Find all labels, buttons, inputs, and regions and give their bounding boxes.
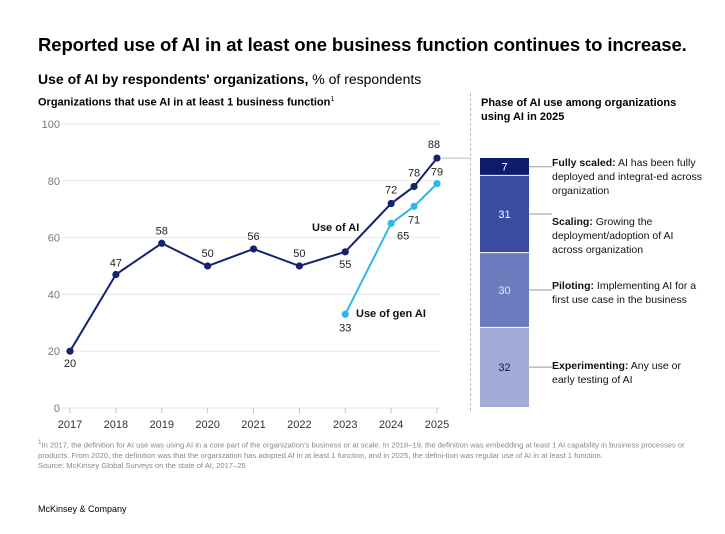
x-tick-label: 2018 — [104, 419, 128, 430]
x-axis: 2017 2018 2019 2020 2021 2022 2023 2024 2025 — [58, 408, 449, 430]
bar-chart-header: Phase of AI use among organizations usin… — [481, 97, 677, 123]
data-point-gen-ai — [410, 202, 418, 210]
data-label: 78 — [408, 167, 420, 179]
phase-desc: Implementing AI for a first use case in … — [552, 280, 697, 306]
footnote: 1In 2017, the definition for AI use was … — [38, 438, 688, 471]
panel-divider — [470, 93, 471, 411]
data-point-ai — [112, 270, 120, 279]
x-tick-label: 2023 — [333, 419, 357, 430]
footnote-definition: 1In 2017, the definition for AI use was … — [38, 438, 688, 461]
data-point-gen-ai — [341, 310, 349, 318]
y-tick-label: 60 — [48, 233, 60, 245]
bar-segment-label: 30 — [498, 285, 510, 297]
footnote-sup: 1 — [38, 439, 42, 446]
data-label: 33 — [339, 322, 351, 334]
y-tick-label: 0 — [54, 403, 60, 415]
data-label: 71 — [408, 214, 420, 226]
bar-segment — [480, 158, 529, 176]
series-line-gen-ai — [344, 182, 438, 315]
data-point-ai — [387, 199, 395, 208]
data-label: 55 — [339, 259, 351, 271]
data-point-ai — [433, 154, 441, 162]
y-axis: 0 20 40 60 80 100 — [42, 119, 60, 415]
phase-desc: Growing the deployment/adoption of AI ac… — [552, 216, 674, 256]
data-label: 65 — [397, 230, 409, 242]
x-tick-label: 2017 — [58, 419, 82, 430]
phase-fully-scaled: Fully scaled: AI has been fully deployed… — [552, 156, 702, 198]
y-tick-label: 80 — [48, 176, 60, 188]
chart-subtitle: Use of AI by respondents' organizations,… — [38, 71, 421, 87]
subtitle-bold: Use of AI by respondents' organizations, — [38, 71, 309, 87]
data-point-ai — [66, 347, 74, 355]
line-chart-header-text: Organizations that use AI in at least 1 … — [38, 96, 331, 109]
data-label: 56 — [247, 231, 259, 243]
x-tick-label: 2019 — [150, 419, 174, 430]
x-tick-label: 2025 — [425, 419, 449, 430]
data-point-ai — [158, 239, 166, 247]
phase-label: Piloting: — [552, 280, 594, 292]
source-text: Source: McKinsey Global Surveys on the s… — [38, 460, 246, 470]
phase-label: Fully scaled: — [552, 157, 616, 169]
y-tick-label: 40 — [48, 289, 60, 301]
data-label: 47 — [110, 258, 122, 270]
bar-segment-label: 7 — [501, 162, 507, 174]
phase-label: Scaling: — [552, 216, 593, 228]
y-tick-label: 100 — [42, 119, 60, 131]
data-point-ai — [341, 248, 349, 256]
x-tick-label: 2024 — [379, 419, 403, 430]
data-point-ai — [249, 245, 258, 253]
data-point-ai — [204, 262, 212, 270]
series-label-ai: Use of AI — [312, 222, 359, 234]
data-point-gen-ai — [387, 219, 395, 227]
bar-segment — [480, 252, 529, 328]
data-point-ai — [295, 262, 303, 270]
phase-scaling: Scaling: Growing the deployment/adoption… — [552, 215, 702, 257]
data-label: 72 — [385, 185, 397, 197]
subtitle-unit: % of respondents — [308, 71, 422, 87]
bar-segment-label: 32 — [498, 362, 510, 374]
chart-title: Reported use of AI in at least one busin… — [38, 34, 687, 55]
x-tick-label: 2020 — [195, 419, 219, 430]
series-group: 20 47 58 50 56 50 55 72 78 88 33 65 71 79 — [64, 139, 470, 370]
series-label-gen-ai: Use of gen AI — [356, 308, 426, 320]
line-chart-header: Organizations that use AI in at least 1 … — [38, 96, 334, 109]
data-point-gen-ai — [433, 180, 441, 188]
grid — [62, 123, 440, 409]
y-tick-label: 20 — [48, 346, 60, 358]
phase-desc: Any use or early testing of AI — [552, 360, 681, 386]
phase-label: Experimenting: — [552, 360, 629, 372]
data-point-ai — [410, 182, 418, 191]
bar-group: 7 31 30 32 — [480, 158, 552, 407]
data-label: 50 — [202, 248, 214, 260]
phase-experimenting: Experimenting: Any use or early testing … — [552, 359, 702, 387]
phase-piloting: Piloting: Implementing AI for a first us… — [552, 279, 702, 307]
bar-segment — [480, 175, 529, 253]
x-tick-label: 2022 — [287, 419, 311, 430]
data-label: 79 — [431, 167, 443, 179]
footnote-marker: 1 — [330, 96, 335, 103]
bar-segment — [480, 327, 529, 407]
series-line-ai — [69, 157, 438, 352]
phase-desc: AI has been fully deployed and integrat-… — [552, 157, 703, 197]
data-label: 20 — [64, 358, 76, 370]
data-label: 58 — [156, 225, 168, 237]
footnote-text: In 2017, the definition for AI use was u… — [38, 440, 685, 460]
data-label: 50 — [293, 248, 305, 260]
x-tick-label: 2021 — [241, 419, 265, 430]
stacked-bar-chart: 7 31 30 32 — [480, 158, 552, 407]
bar-segment-label: 31 — [498, 209, 510, 221]
brand-logo-text: McKinsey & Company — [38, 504, 127, 514]
data-label: 88 — [428, 139, 440, 151]
